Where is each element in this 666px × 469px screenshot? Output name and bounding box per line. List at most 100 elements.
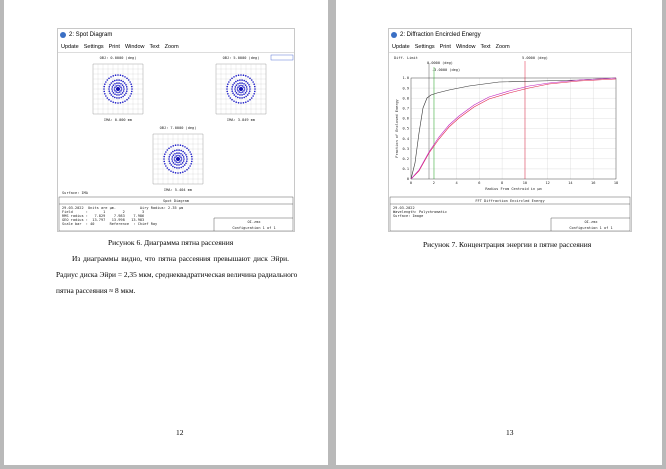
spot (176, 167, 178, 169)
spot (180, 159, 182, 162)
spot (177, 172, 179, 174)
curve-label: 0.0000 (deg) (427, 61, 453, 65)
spot (125, 90, 128, 92)
spot (245, 95, 247, 98)
spot (177, 154, 179, 157)
menu-item[interactable]: Window (455, 44, 476, 50)
menu-item[interactable]: Update (392, 44, 410, 50)
menu-item[interactable]: Text (149, 44, 160, 50)
menu-item[interactable]: Window (124, 44, 145, 50)
spot (184, 146, 186, 148)
spot (248, 90, 251, 92)
spot (237, 89, 239, 92)
spot (116, 79, 118, 81)
spot (181, 145, 184, 147)
spot (121, 84, 124, 86)
spot (168, 168, 170, 171)
x-tick-label: 10 (523, 181, 527, 185)
curve-label: -3.0000 (deg) (432, 68, 460, 72)
spot (238, 85, 241, 87)
menu-item[interactable]: Update (61, 44, 79, 50)
spot (118, 97, 120, 99)
spot (246, 94, 249, 96)
spot (108, 88, 110, 90)
spot (232, 84, 234, 86)
spot (186, 147, 188, 150)
spot (170, 164, 173, 166)
spot (234, 86, 237, 88)
spot (180, 166, 182, 169)
spot (241, 79, 243, 81)
spot (183, 164, 186, 166)
spot (227, 92, 229, 95)
info-line: Surface: Image (393, 214, 423, 218)
spot (237, 79, 239, 82)
y-tick-label: 0.3 (403, 147, 410, 151)
spot (229, 97, 232, 99)
spot (171, 158, 173, 160)
menu-item[interactable]: Settings (83, 44, 104, 50)
menu-item[interactable]: Print (439, 44, 451, 50)
menu-item[interactable]: Zoom (495, 44, 510, 50)
menu-item[interactable]: Zoom (164, 44, 179, 50)
page-number: 13 (506, 428, 514, 437)
spot (109, 84, 111, 86)
spot (245, 86, 248, 88)
spot (234, 88, 236, 90)
spot (172, 154, 175, 156)
spot (126, 77, 128, 80)
spot-core (116, 87, 120, 91)
y-tick-label: 1.0 (403, 76, 410, 80)
spot (127, 97, 130, 99)
surface-label: Surface: IMA (62, 191, 89, 195)
spot (118, 91, 121, 93)
spot (253, 85, 256, 88)
title-bar: 2: Diffraction Encircled Energy (389, 29, 631, 42)
spot (241, 97, 243, 99)
spot (173, 158, 176, 160)
spot (178, 155, 181, 157)
spot (242, 74, 245, 77)
spot (182, 150, 184, 153)
spot (118, 79, 120, 81)
spot (169, 154, 171, 156)
spot (249, 98, 251, 101)
spot (235, 80, 237, 83)
y-tick-label: 0.4 (403, 137, 410, 141)
spot (174, 156, 176, 159)
spot (189, 165, 191, 167)
x-axis-label: Radius From Centroid in µm (485, 187, 541, 191)
spot (130, 85, 133, 88)
spot (174, 149, 176, 152)
frame (389, 196, 631, 231)
spot (124, 100, 126, 102)
info-line: GEO radius : 13.797 13.998 13.983 (62, 218, 144, 222)
spot (174, 159, 176, 162)
spot (178, 167, 180, 169)
page-number: 12 (176, 428, 184, 437)
spot (122, 90, 125, 92)
curve (410, 78, 617, 180)
spot (118, 94, 120, 96)
menu-item[interactable]: Text (480, 44, 491, 50)
spot (117, 102, 119, 104)
spot (186, 168, 188, 171)
spot (237, 74, 240, 77)
spot (240, 102, 242, 104)
spot (181, 171, 184, 173)
menu-item[interactable]: Settings (414, 44, 435, 50)
spot (112, 101, 115, 103)
spot (179, 144, 182, 147)
menu-item[interactable]: Print (108, 44, 120, 50)
y-tick-label: 0 (407, 177, 409, 181)
spot (249, 88, 251, 90)
spot (191, 158, 193, 160)
spot (233, 82, 236, 84)
spot (237, 86, 239, 89)
spot (182, 156, 185, 158)
spot (237, 83, 239, 85)
spot (164, 162, 166, 165)
spot (180, 153, 182, 155)
spot (240, 74, 242, 76)
